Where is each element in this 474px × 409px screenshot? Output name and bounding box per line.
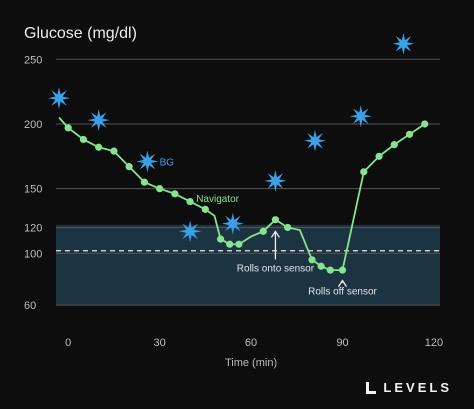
navigator-point (140, 178, 148, 186)
annotation-label: Rolls off sensor (308, 287, 377, 298)
navigator-point (375, 152, 383, 160)
navigator-point (308, 256, 316, 264)
navigator-point (259, 227, 267, 235)
navigator-point (95, 143, 103, 151)
bg-series-label: BG (160, 157, 175, 168)
navigator-point (421, 120, 429, 128)
levels-logo-text: LEVELS (383, 380, 452, 395)
x-tick-label: 90 (336, 337, 348, 349)
y-tick-label: 100 (24, 248, 42, 260)
bg-point-star (264, 169, 287, 192)
bg-point-star (304, 129, 326, 152)
navigator-point (186, 197, 194, 206)
navigator-point (360, 168, 368, 176)
y-tick-label: 200 (24, 119, 42, 131)
y-tick-label: 250 (24, 54, 42, 66)
navigator-point (326, 266, 334, 274)
bg-point-star (87, 109, 110, 132)
x-tick-label: 30 (153, 337, 165, 349)
navigator-point (271, 216, 280, 224)
x-tick-label: 120 (425, 337, 443, 349)
navigator-point (226, 240, 234, 248)
navigator-point (338, 266, 347, 274)
navigator-point (284, 223, 292, 232)
navigator-point (390, 141, 398, 149)
bg-point-star (48, 87, 70, 110)
x-tick-label: 60 (245, 337, 257, 349)
bg-point-star (221, 212, 244, 235)
y-tick-label: 150 (24, 184, 42, 196)
navigator-point (64, 124, 72, 132)
x-axis-label: Time (min) (225, 357, 277, 369)
navigator-point (317, 262, 325, 270)
bg-point-star (349, 105, 372, 128)
annotation-arrowhead (270, 230, 280, 238)
navigator-point (125, 163, 133, 171)
levels-logo: LEVELS (365, 380, 452, 395)
bg-point-star (392, 32, 415, 55)
navigator-point (201, 205, 209, 213)
y-tick-label: 120 (24, 222, 42, 234)
navigator-point (156, 185, 164, 193)
navigator-series-label: Navigator (196, 194, 239, 205)
bg-point-star (179, 220, 202, 243)
navigator-point (235, 240, 243, 248)
navigator-point (79, 135, 88, 144)
bg-point-star (136, 150, 159, 173)
chart-title: Glucose (mg/dl) (24, 25, 137, 42)
y-tick-label: 60 (24, 300, 36, 312)
x-tick-label: 0 (65, 337, 71, 349)
navigator-point (405, 130, 414, 138)
annotation-label: Rolls onto sensor (237, 263, 315, 274)
navigator-point (216, 235, 225, 243)
navigator-point (171, 190, 179, 198)
navigator-point (110, 147, 118, 155)
levels-logo-icon (365, 381, 377, 394)
annotation-arrowhead (337, 279, 348, 287)
